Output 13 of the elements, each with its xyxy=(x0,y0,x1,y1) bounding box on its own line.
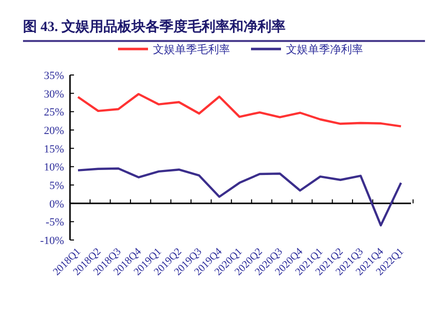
legend-label: 文娱单季净利率 xyxy=(286,43,363,56)
y-tick-label: 0% xyxy=(49,198,64,210)
y-tick-label: 25% xyxy=(44,106,64,119)
title: 图 43. 文娱用品板块各季度毛利率和净利率 xyxy=(23,20,286,35)
y-tick-label: 10% xyxy=(44,162,64,174)
y-tick-label: 5% xyxy=(49,180,64,192)
y-tick-label: 30% xyxy=(44,88,64,100)
y-tick-label: 35% xyxy=(44,70,64,82)
y-tick-label: 15% xyxy=(44,143,64,156)
legend-label: 文娱单季毛利率 xyxy=(153,43,230,56)
y-tick-label: 20% xyxy=(44,125,64,137)
y-tick-label: -10% xyxy=(40,235,64,247)
y-tick-label: -5% xyxy=(46,216,64,229)
